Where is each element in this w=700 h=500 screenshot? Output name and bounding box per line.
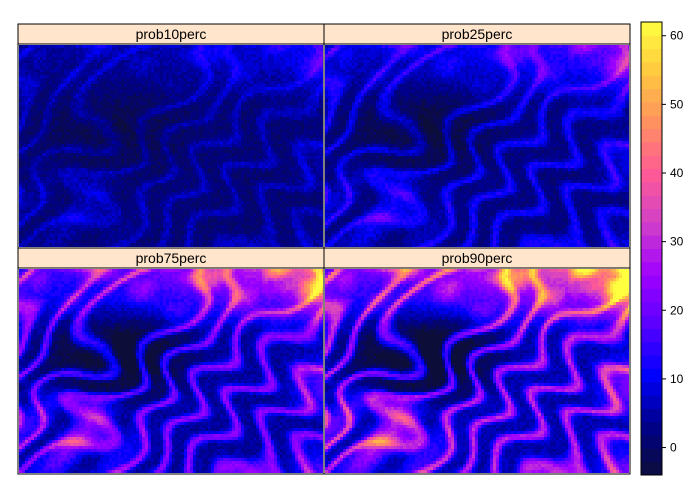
colorkey-tick-label: 60 [670, 29, 684, 43]
colorkey-tick-label: 10 [670, 372, 684, 386]
raster-cells [325, 45, 629, 247]
colorkey-band [641, 235, 662, 249]
colorkey-band [641, 75, 662, 90]
panel-prob25perc: prob25perc [323, 23, 631, 249]
panel-title: prob90perc [442, 250, 513, 266]
colorkey-tick-label: 20 [670, 303, 684, 317]
colorkey-band [641, 408, 662, 423]
colorkey-band [641, 101, 662, 116]
colorkey-band [641, 61, 662, 76]
raster-cells [19, 45, 323, 247]
colorkey-tick-label: 30 [670, 235, 684, 249]
colorkey-band [641, 461, 662, 476]
colorkey-band [641, 195, 662, 210]
panel-title: prob75perc [136, 250, 207, 266]
colorkey-band [641, 22, 662, 36]
panel-prob90perc: prob90perc [323, 247, 631, 475]
colorkey-tick-label: 40 [670, 166, 684, 180]
colorkey-band [641, 315, 662, 329]
colorkey-band [641, 48, 662, 63]
colorkey-band [641, 221, 662, 236]
colorkey-band [641, 381, 662, 396]
colorkey: 0 10 20 30 40 50 60 [640, 21, 684, 476]
colorkey-band [641, 88, 662, 103]
colorkey-band [641, 208, 662, 223]
colorkey-band [641, 248, 662, 263]
colorkey-border [640, 21, 663, 476]
colorkey-band [641, 141, 662, 156]
panel-title: prob25perc [442, 26, 513, 42]
figure-border [17, 23, 631, 475]
raster-cells [19, 269, 323, 473]
colorkey-band [641, 128, 662, 143]
colorkey-tick-label: 0 [670, 441, 677, 455]
colorkey-band [641, 448, 662, 463]
colorkey-band [641, 155, 662, 170]
colorkey-band [641, 115, 662, 130]
panel-prob75perc: prob75perc [17, 247, 325, 475]
colorkey-band [641, 355, 662, 369]
raster-cells [325, 269, 629, 473]
colorkey-band [641, 261, 662, 276]
colorkey-band [641, 181, 662, 196]
panels-group: prob10perc prob25perc prob75perc prob90perc [17, 23, 631, 475]
colorkey-band [641, 328, 662, 343]
panel-prob10perc: prob10perc [17, 23, 325, 249]
panel-title: prob10perc [136, 26, 207, 42]
colorkey-band [641, 301, 662, 316]
colorkey-band [641, 35, 662, 50]
colorkey-band [641, 341, 662, 356]
colorkey-band [641, 288, 662, 303]
colorkey-band [641, 395, 662, 409]
colorkey-band [641, 275, 662, 289]
colorkey-band [641, 421, 662, 436]
colorkey-band [641, 168, 662, 183]
colorkey-band [641, 435, 662, 449]
colorkey-tick-label: 50 [670, 97, 684, 111]
colorkey-band [641, 368, 662, 383]
